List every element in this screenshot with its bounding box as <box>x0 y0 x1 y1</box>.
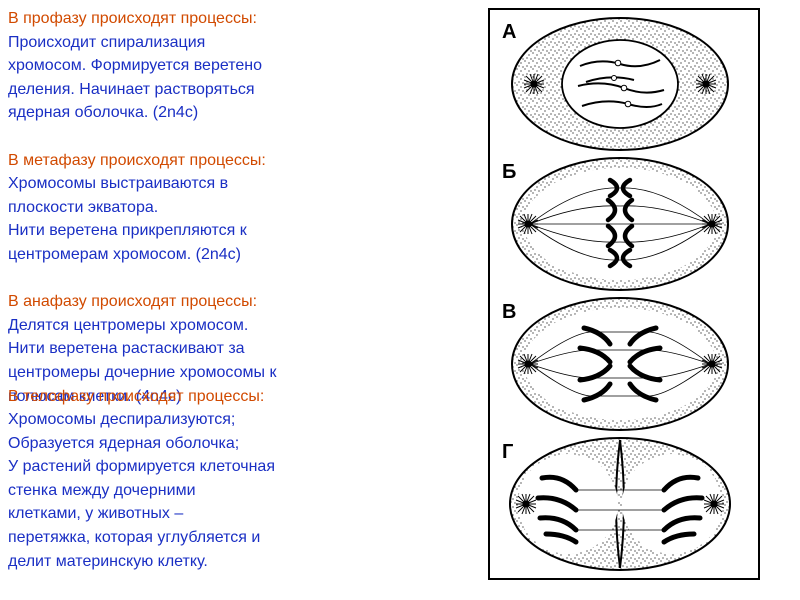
prophase-line: ядерная оболочка. (2n4c) <box>8 102 448 124</box>
telophase-line: стенка между дочерними <box>8 480 448 502</box>
metaphase-line: Нити веретена прикрепляются к <box>8 220 448 242</box>
telophase-line: Образуется ядерная оболочка; <box>8 433 448 455</box>
prophase-line: Происходит спирализация <box>8 32 448 54</box>
anaphase-heading: В анафазу происходят процессы: <box>8 291 448 313</box>
cell-anaphase <box>512 298 728 430</box>
telophase-line: У растений формируется клеточная <box>8 456 448 478</box>
mitosis-diagram: А <box>494 14 746 574</box>
telophase-line: Хромосомы деспирализуются; <box>8 409 448 431</box>
diagram-frame: А <box>488 8 760 580</box>
cell-label-b: Б <box>502 161 516 183</box>
cell-label-g: Г <box>502 441 513 463</box>
cell-label-v: В <box>502 301 516 323</box>
metaphase-line: плоскости экватора. <box>8 197 448 219</box>
telophase-heading: В телофазу происходят процессы: <box>8 386 264 408</box>
metaphase-line: Хромосомы выстраиваются в <box>8 173 448 195</box>
text-column: В профазу происходят процессы: Происходи… <box>8 8 456 592</box>
cell-telophase <box>510 438 730 570</box>
cell-prophase <box>512 18 728 150</box>
telophase-line: делит материнскую клетку. <box>8 551 448 573</box>
cell-label-a: А <box>502 21 516 43</box>
telophase-line: клетками, у животных – <box>8 503 448 525</box>
prophase-line: хромосом. Формируется веретено <box>8 55 448 77</box>
diagram-column: А <box>456 8 792 592</box>
anaphase-line: центромеры дочерние хромосомы к <box>8 362 448 384</box>
anaphase-line: Делятся центромеры хромосом. <box>8 315 448 337</box>
anaphase-line: Нити веретена растаскивают за <box>8 338 448 360</box>
prophase-heading: В профазу происходят процессы: <box>8 8 448 30</box>
telophase-line: перетяжка, которая углубляется и <box>8 527 448 549</box>
cell-metaphase <box>512 158 728 290</box>
overlap-block: полюсам клетки. (4n4c) В телофазу происх… <box>8 386 448 408</box>
metaphase-line: центромерам хромосом. (2n4c) <box>8 244 448 266</box>
prophase-line: деления. Начинает растворяться <box>8 79 448 101</box>
metaphase-heading: В метафазу происходят процессы: <box>8 150 448 172</box>
